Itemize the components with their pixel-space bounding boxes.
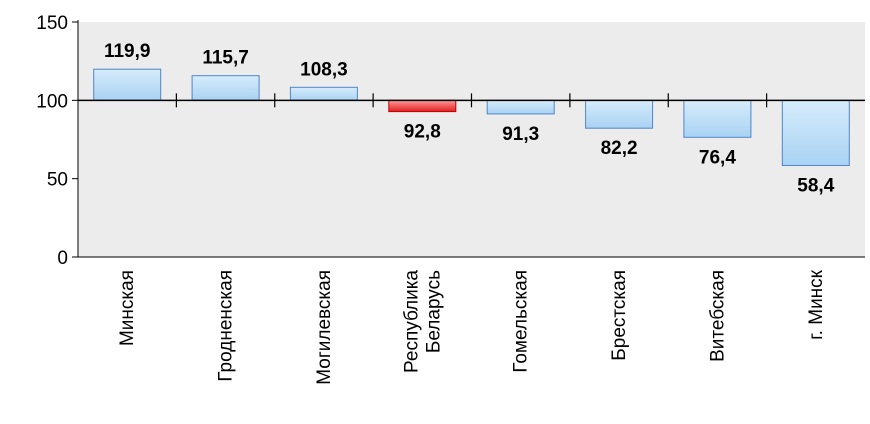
- bar: [585, 99, 654, 129]
- y-tick-label: 50: [47, 170, 68, 191]
- bar: [486, 99, 555, 115]
- category-label: Витебская: [707, 270, 728, 362]
- category-label: Минская: [117, 270, 138, 346]
- category-label: Гомельская: [511, 270, 532, 373]
- y-tick-label: 100: [36, 91, 68, 112]
- category-label: Могилевская: [314, 270, 335, 385]
- category-label: Гродненская: [216, 270, 237, 382]
- bar: [781, 99, 850, 166]
- data-label: 92,8: [404, 122, 441, 143]
- data-label: 108,3: [300, 59, 348, 80]
- bar-highlight: [388, 99, 457, 113]
- y-tick-label: 150: [36, 13, 68, 34]
- bar: [191, 75, 260, 101]
- data-label: 76,4: [699, 147, 736, 168]
- data-label: 119,9: [104, 41, 151, 62]
- bar: [93, 68, 162, 101]
- plot-area: [78, 22, 865, 257]
- bar: [289, 86, 358, 101]
- category-label: г. Минск: [806, 269, 827, 340]
- data-label: 91,3: [502, 124, 539, 145]
- category-label: Беларусь: [423, 270, 444, 353]
- bar: [683, 99, 752, 138]
- data-label: 58,4: [797, 176, 834, 197]
- data-label: 115,7: [202, 48, 249, 69]
- data-label: 82,2: [601, 138, 638, 159]
- category-label: Республика: [401, 270, 422, 373]
- category-label: Брестская: [609, 270, 630, 361]
- y-tick-label: 0: [57, 248, 68, 269]
